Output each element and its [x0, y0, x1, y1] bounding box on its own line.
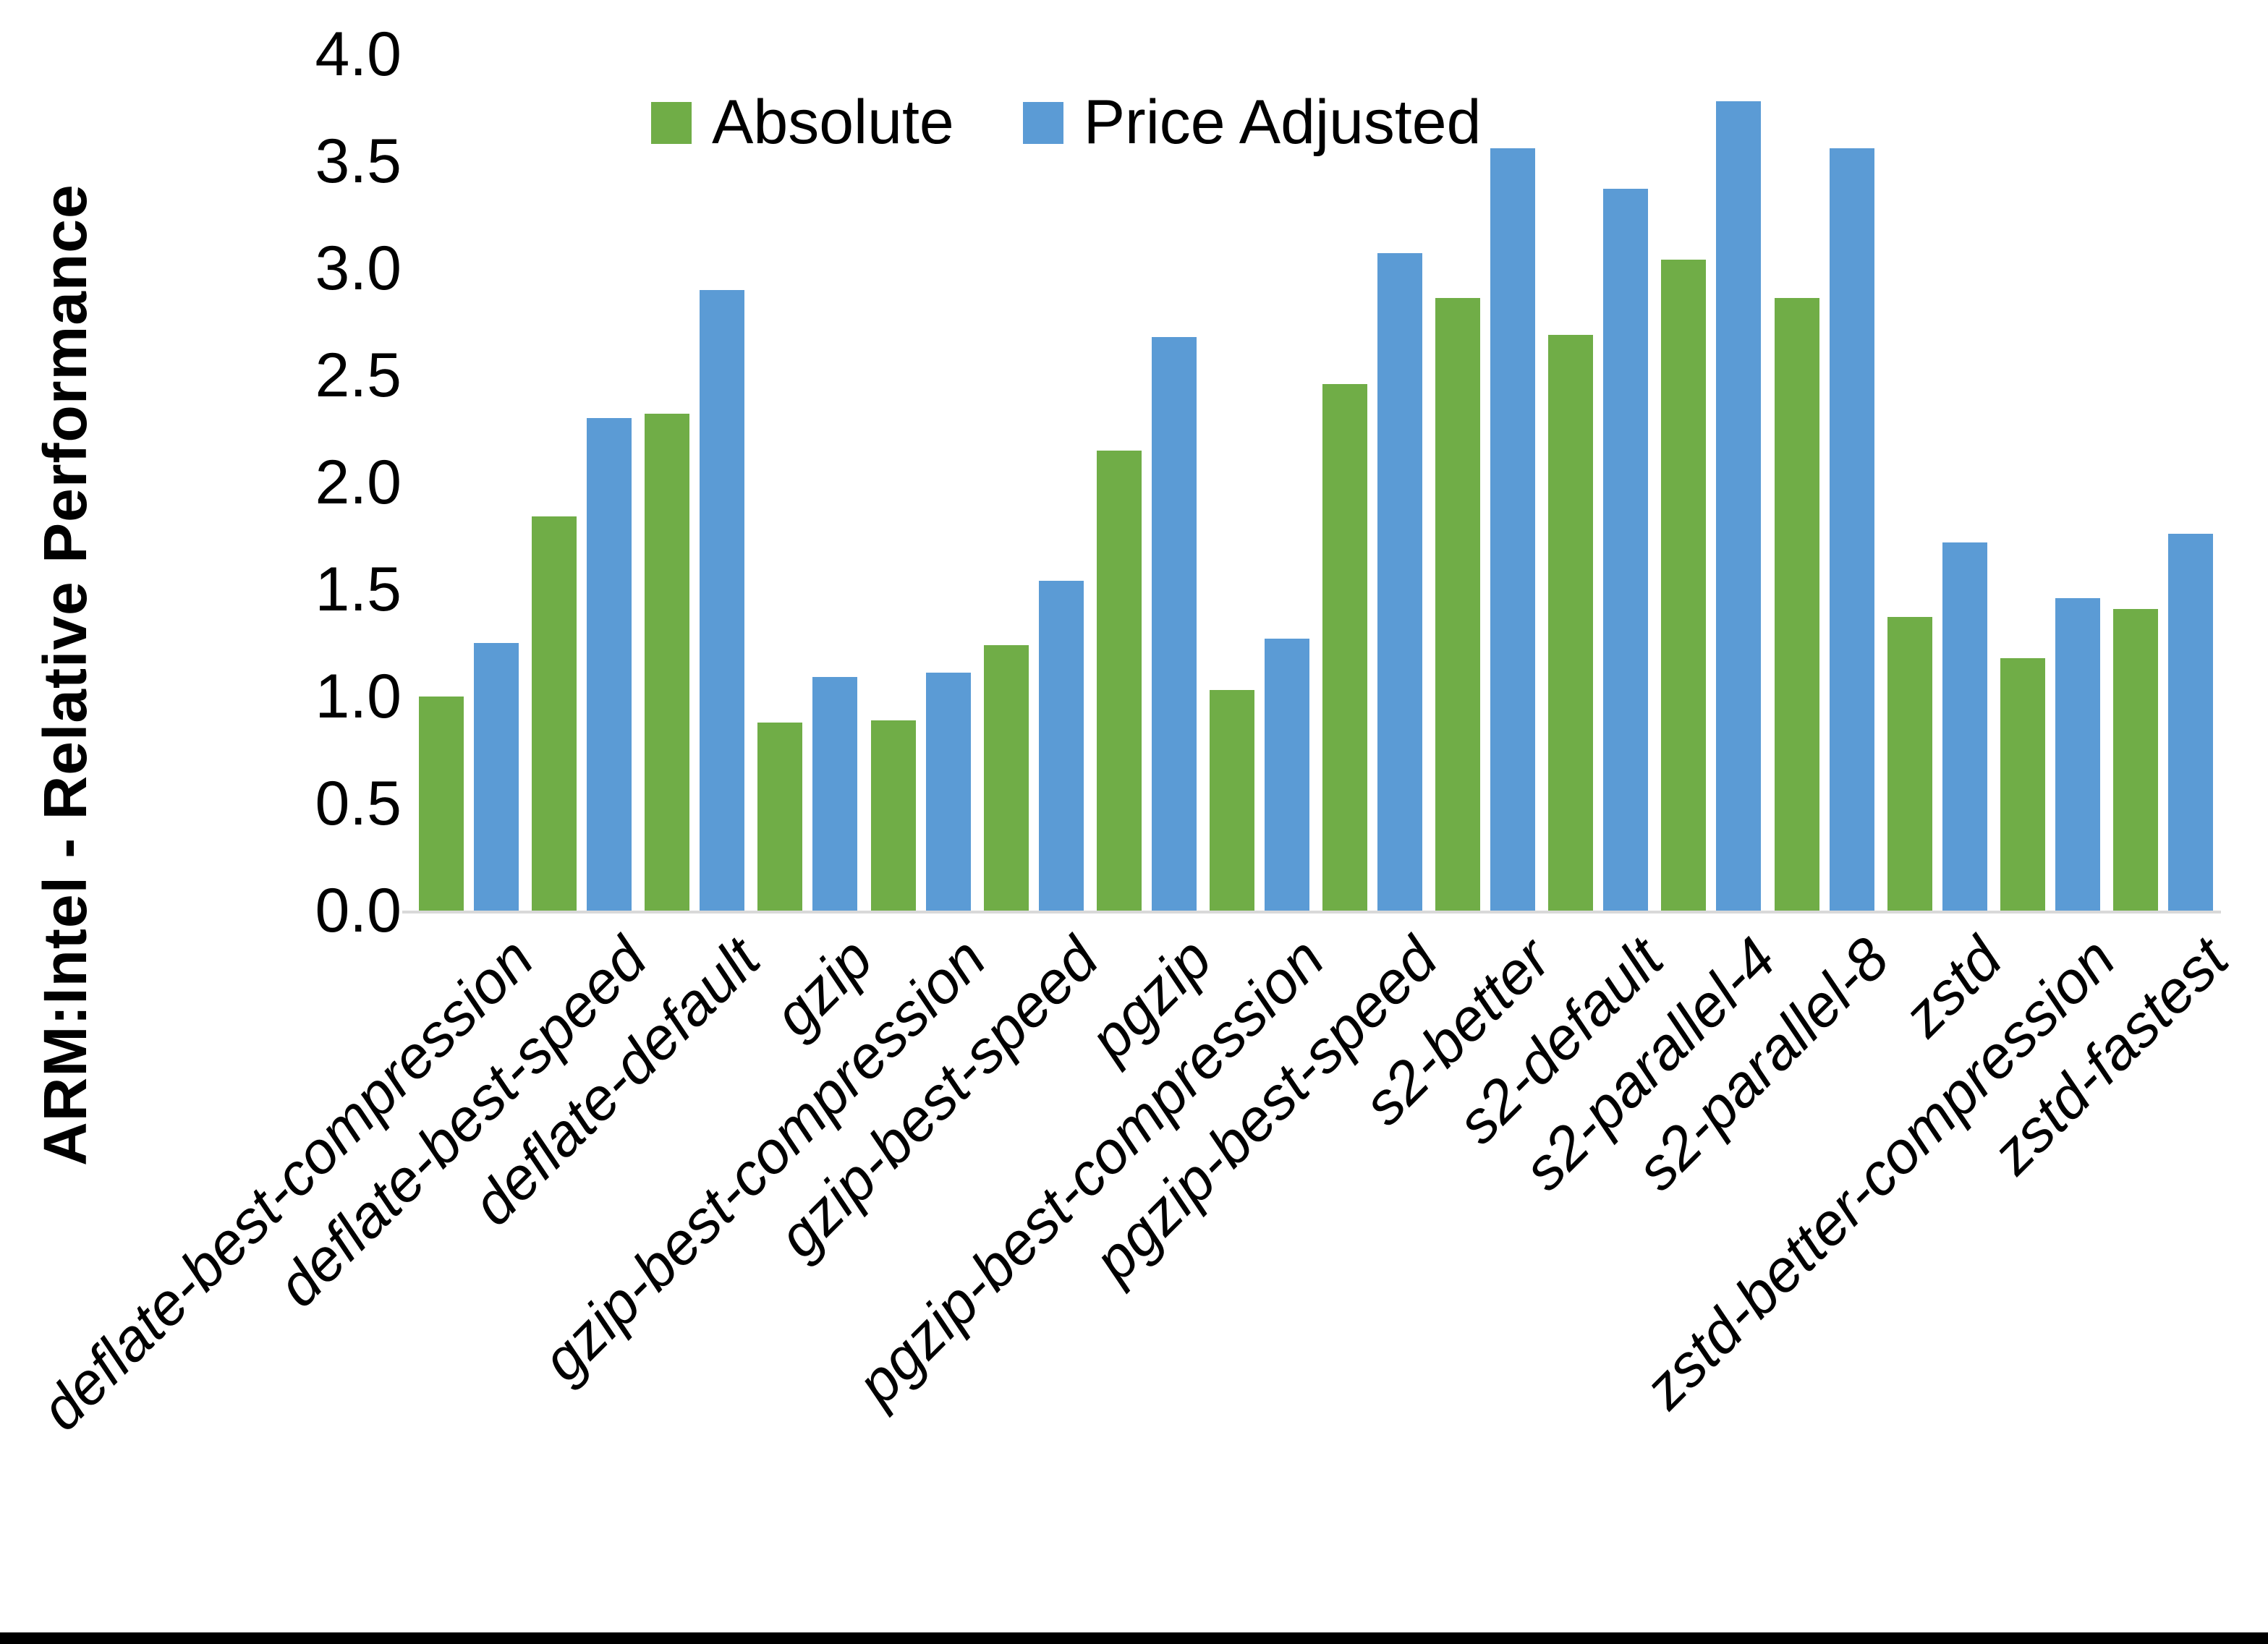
bar-pgzip-best-speed-absolute: [1322, 383, 1368, 911]
y-tick-label: 0.5: [315, 769, 402, 838]
y-tick-label: 2.5: [315, 341, 402, 410]
bar-gzip-price-adjusted: [812, 677, 858, 911]
bar-s2-parallel-8-absolute: [1774, 298, 1819, 911]
bar-zstd-fastest-price-adjusted: [2167, 534, 2213, 911]
bar-gzip-best-speed-absolute: [983, 644, 1029, 911]
screenshot-bottom-border: [0, 1632, 2268, 1644]
y-tick-label: 0.0: [315, 876, 402, 945]
legend: Absolute Price Adjusted: [651, 87, 1481, 158]
bar-deflate-best-compression-absolute: [419, 697, 464, 911]
bar-s2-better-absolute: [1435, 298, 1481, 911]
bar-deflate-best-speed-absolute: [532, 516, 577, 911]
bar-s2-parallel-4-price-adjusted: [1716, 101, 1762, 911]
x-axis-line: [402, 911, 2221, 913]
legend-item-absolute: Absolute: [651, 87, 954, 158]
plot-area: [412, 54, 2220, 911]
bar-zstd-price-adjusted: [1942, 542, 1987, 911]
y-tick-label: 1.0: [315, 662, 402, 731]
bar-s2-parallel-8-price-adjusted: [1829, 148, 1874, 911]
bar-pgzip-best-speed-price-adjusted: [1377, 253, 1423, 911]
legend-label: Absolute: [712, 88, 954, 157]
bar-deflate-best-compression-price-adjusted: [474, 643, 519, 911]
bar-zstd-absolute: [1887, 617, 1932, 911]
bar-pgzip-price-adjusted: [1151, 336, 1197, 911]
y-tick-label: 3.5: [315, 127, 402, 196]
bar-s2-default-absolute: [1548, 334, 1594, 911]
bar-pgzip-best-compression-price-adjusted: [1264, 639, 1309, 911]
legend-label: Price Adjusted: [1083, 88, 1482, 157]
y-tick-label: 2.0: [315, 448, 402, 517]
bar-s2-parallel-4-absolute: [1661, 260, 1707, 911]
bar-gzip-best-compression-absolute: [870, 720, 916, 911]
bar-gzip-best-compression-price-adjusted: [925, 673, 971, 911]
legend-swatch-icon: [651, 101, 692, 144]
bar-s2-better-price-adjusted: [1490, 148, 1536, 911]
bar-gzip-absolute: [757, 722, 803, 911]
bar-s2-default-price-adjusted: [1603, 189, 1649, 911]
bar-zstd-better-compression-price-adjusted: [2055, 597, 2100, 911]
bar-pgzip-absolute: [1096, 450, 1142, 911]
y-tick-label: 1.5: [315, 555, 402, 624]
bar-zstd-better-compression-absolute: [2000, 657, 2045, 911]
bar-zstd-fastest-absolute: [2112, 608, 2158, 911]
legend-item-price-adjusted: Price Adjusted: [1022, 87, 1482, 158]
legend-swatch-icon: [1022, 101, 1063, 144]
y-tick-label: 3.0: [315, 234, 402, 303]
bar-deflate-best-speed-price-adjusted: [587, 418, 632, 911]
y-axis-title: ARM:Intel - Relative Performance: [31, 184, 99, 1166]
bar-deflate-default-price-adjusted: [700, 289, 745, 911]
bar-deflate-default-absolute: [645, 414, 690, 911]
bar-gzip-best-speed-price-adjusted: [1038, 581, 1084, 911]
y-tick-label: 4.0: [315, 20, 402, 89]
bar-pgzip-best-compression-absolute: [1209, 690, 1254, 911]
